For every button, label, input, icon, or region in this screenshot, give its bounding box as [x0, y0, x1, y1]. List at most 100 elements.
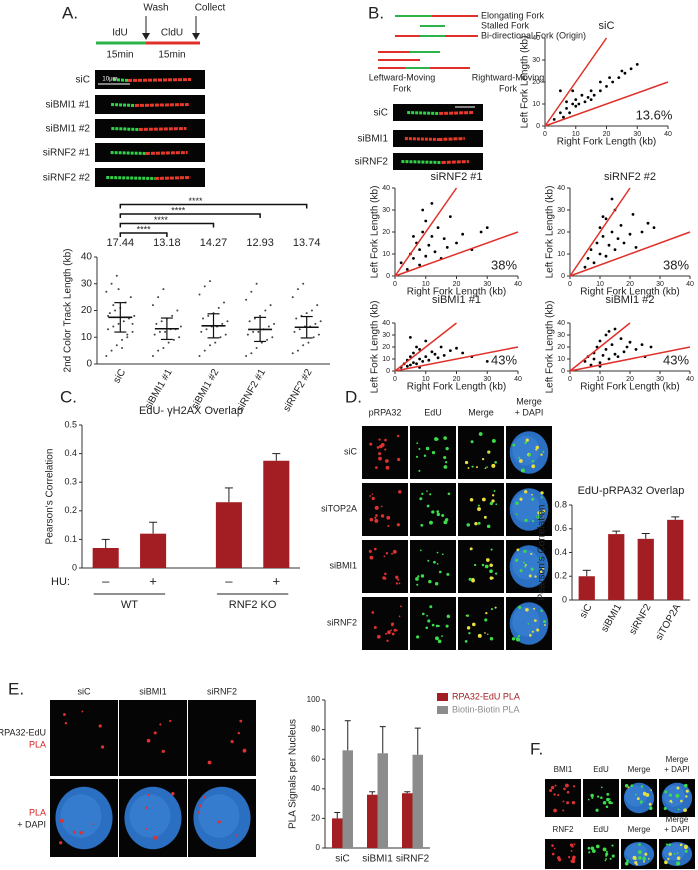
- data-point: [408, 355, 412, 358]
- focus: [417, 575, 420, 578]
- data-point: [245, 298, 248, 301]
- y-tick-label: 20: [557, 344, 565, 351]
- data-point: [598, 252, 602, 256]
- data-point: [586, 257, 590, 260]
- focus: [534, 575, 537, 578]
- focus: [518, 456, 521, 459]
- data-point: [625, 345, 629, 349]
- column-header: + DAPI: [515, 407, 544, 417]
- data-point: [112, 304, 115, 307]
- y-tick-label: 40: [382, 185, 390, 192]
- focus: [606, 792, 610, 796]
- focus: [531, 497, 535, 501]
- y-tick-label: 0: [386, 273, 390, 280]
- data-point: [640, 230, 644, 234]
- bar: [92, 547, 119, 568]
- column-header: EdU: [424, 407, 442, 417]
- data-point: [589, 363, 593, 367]
- focus: [515, 513, 518, 516]
- column-header: RNF2: [553, 825, 574, 834]
- y-tick-label: 40: [81, 252, 93, 263]
- focus: [540, 491, 544, 495]
- focus: [648, 802, 652, 806]
- focus: [425, 626, 429, 630]
- micrograph: [362, 426, 408, 479]
- focus: [611, 844, 614, 847]
- data-point: [628, 232, 632, 236]
- data-point: [114, 309, 117, 312]
- focus: [683, 844, 688, 849]
- cldu-label: CldU: [161, 28, 183, 39]
- significance-label: ****: [154, 215, 169, 225]
- data-point: [296, 349, 299, 352]
- nucleus-core: [625, 843, 647, 861]
- x-tick-label: 30: [483, 281, 491, 288]
- x-tick-label: siBMI1: [362, 854, 393, 865]
- data-point: [631, 213, 635, 216]
- significance-bracket: [119, 203, 308, 209]
- nucleus-core: [129, 794, 171, 838]
- focus: [477, 521, 481, 525]
- focus: [378, 438, 381, 441]
- fiber: [127, 78, 192, 82]
- data-point: [607, 330, 611, 333]
- data-point: [108, 312, 111, 315]
- focus: [667, 857, 670, 861]
- focus: [373, 625, 377, 629]
- focus: [235, 834, 238, 837]
- focus: [588, 851, 591, 854]
- y-tick-label: 40: [311, 784, 320, 793]
- y-tick-label: 0.1: [64, 534, 77, 544]
- bar: [263, 460, 290, 568]
- focus: [538, 556, 542, 560]
- x-tick-label: 10: [596, 376, 604, 383]
- data-point: [571, 89, 575, 93]
- labeling-schematic: Wash Collect IdU CldU 15min 15min: [96, 3, 225, 61]
- row-label: siC: [344, 446, 357, 456]
- focus: [518, 605, 522, 609]
- focus: [489, 637, 494, 641]
- data-point: [255, 346, 258, 349]
- row-label: RPA32-EdU: [0, 727, 46, 737]
- data-point: [592, 93, 596, 97]
- focus: [64, 721, 68, 725]
- data-point: [629, 67, 633, 71]
- focus: [568, 856, 571, 859]
- panel-label: E.: [8, 679, 24, 698]
- focus: [487, 451, 489, 454]
- focus: [369, 517, 374, 522]
- data-point: [421, 230, 425, 234]
- focus: [525, 607, 529, 612]
- x-tick-label: 20: [603, 131, 611, 138]
- mean-label: 17.44: [107, 237, 135, 249]
- focus: [632, 855, 637, 860]
- data-point: [455, 241, 458, 245]
- focus: [571, 800, 576, 805]
- focus: [489, 569, 493, 574]
- focus: [664, 790, 668, 794]
- data-point: [219, 336, 222, 339]
- fiber: [145, 151, 188, 155]
- focus: [81, 710, 84, 713]
- focus: [525, 438, 529, 442]
- focus: [535, 448, 538, 451]
- data-point: [424, 254, 428, 258]
- data-point: [305, 312, 308, 315]
- data-point: [151, 354, 154, 357]
- y-tick-label: 80: [311, 725, 320, 734]
- data-point: [418, 357, 421, 361]
- x-tick-label: 30: [656, 376, 664, 383]
- data-point: [203, 349, 206, 352]
- data-point: [203, 285, 206, 288]
- mean-label: 14.27: [200, 237, 228, 249]
- focus: [486, 524, 491, 529]
- focus: [386, 515, 391, 520]
- data-point: [640, 343, 644, 346]
- focus: [100, 745, 105, 749]
- focus: [469, 547, 473, 551]
- focus: [608, 800, 612, 805]
- data-point: [117, 322, 120, 325]
- fiber: [110, 151, 146, 155]
- focus: [679, 843, 683, 847]
- focus: [429, 605, 433, 609]
